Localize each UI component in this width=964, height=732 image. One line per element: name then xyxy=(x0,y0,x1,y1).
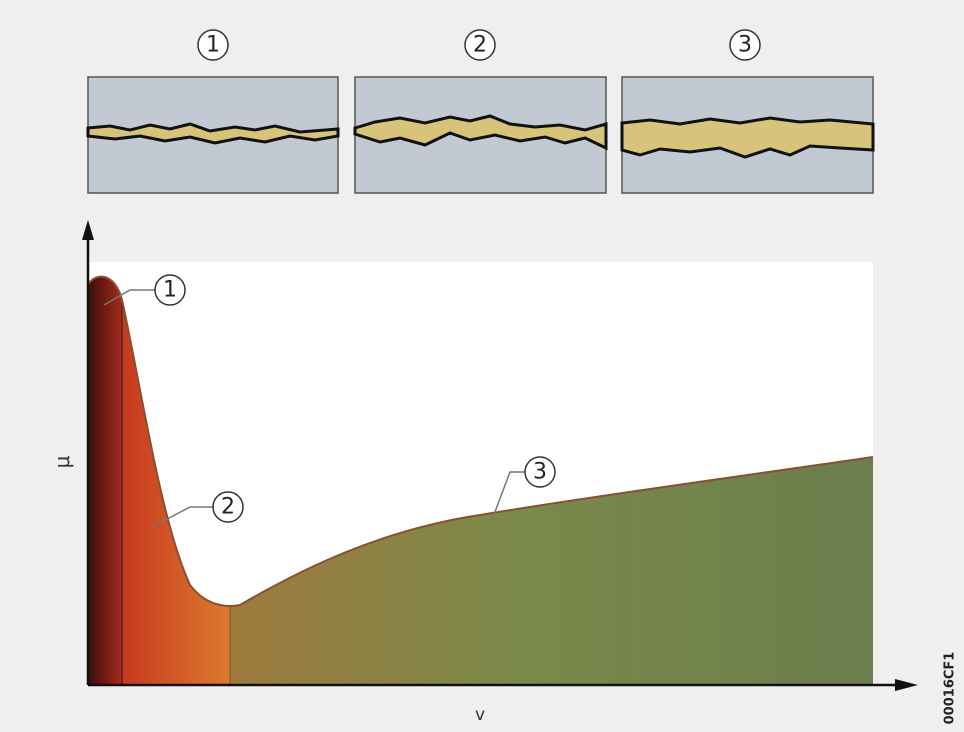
panel-label: 2 xyxy=(473,33,487,58)
panel-label: 3 xyxy=(738,33,752,58)
x-axis-label: v xyxy=(475,705,485,725)
curve-label: 1 xyxy=(163,278,177,303)
diagram: 1 2 3 μ v 1 2 3 xyxy=(0,0,964,732)
curve-label: 3 xyxy=(533,460,547,485)
y-axis-label: μ xyxy=(50,455,74,468)
panel-label: 1 xyxy=(206,33,220,58)
region-boundary xyxy=(88,262,122,685)
image-id: 00016CF1 xyxy=(943,652,958,725)
curve-label: 2 xyxy=(221,495,235,520)
